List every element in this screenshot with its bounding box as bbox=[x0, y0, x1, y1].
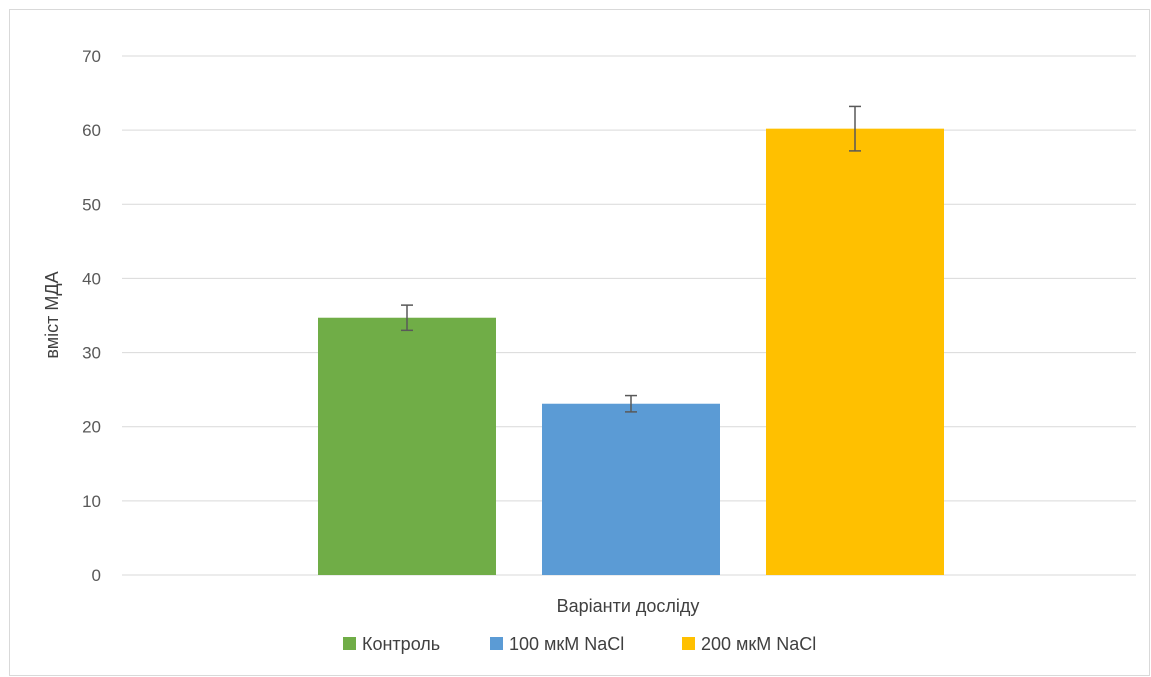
bar-2 bbox=[542, 403, 720, 575]
legend-label: 100 мкМ NaCl bbox=[509, 634, 624, 654]
y-tick-label: 0 bbox=[92, 566, 101, 585]
y-tick-label: 30 bbox=[82, 344, 101, 363]
legend-label: 200 мкМ NaCl bbox=[701, 634, 816, 654]
y-axis-title: вміст МДА bbox=[42, 271, 62, 358]
y-tick-label: 50 bbox=[82, 195, 101, 214]
legend-item-3: 200 мкМ NaCl bbox=[682, 634, 816, 654]
bar-1 bbox=[318, 317, 496, 575]
legend-swatch bbox=[490, 637, 503, 650]
legend-swatch bbox=[682, 637, 695, 650]
legend-swatch bbox=[343, 637, 356, 650]
error-bar-2 bbox=[625, 394, 637, 413]
legend: Контроль 100 мкМ NaCl 200 мкМ NaCl bbox=[343, 634, 816, 654]
legend-label: Контроль bbox=[362, 634, 440, 654]
y-tick-labels: 0 10 20 30 40 50 60 70 bbox=[82, 47, 101, 585]
error-bar-1 bbox=[401, 304, 413, 332]
y-tick-label: 70 bbox=[82, 47, 101, 66]
bar-3 bbox=[766, 128, 944, 575]
y-tick-label: 60 bbox=[82, 121, 101, 140]
y-tick-label: 40 bbox=[82, 269, 101, 288]
y-tick-label: 20 bbox=[82, 418, 101, 437]
error-bars bbox=[401, 105, 861, 413]
bars bbox=[318, 128, 944, 575]
error-bar-3 bbox=[849, 105, 861, 152]
y-tick-label: 10 bbox=[82, 492, 101, 511]
legend-item-1: Контроль bbox=[343, 634, 440, 654]
x-axis-title: Варіанти досліду bbox=[557, 596, 700, 616]
legend-item-2: 100 мкМ NaCl bbox=[490, 634, 624, 654]
